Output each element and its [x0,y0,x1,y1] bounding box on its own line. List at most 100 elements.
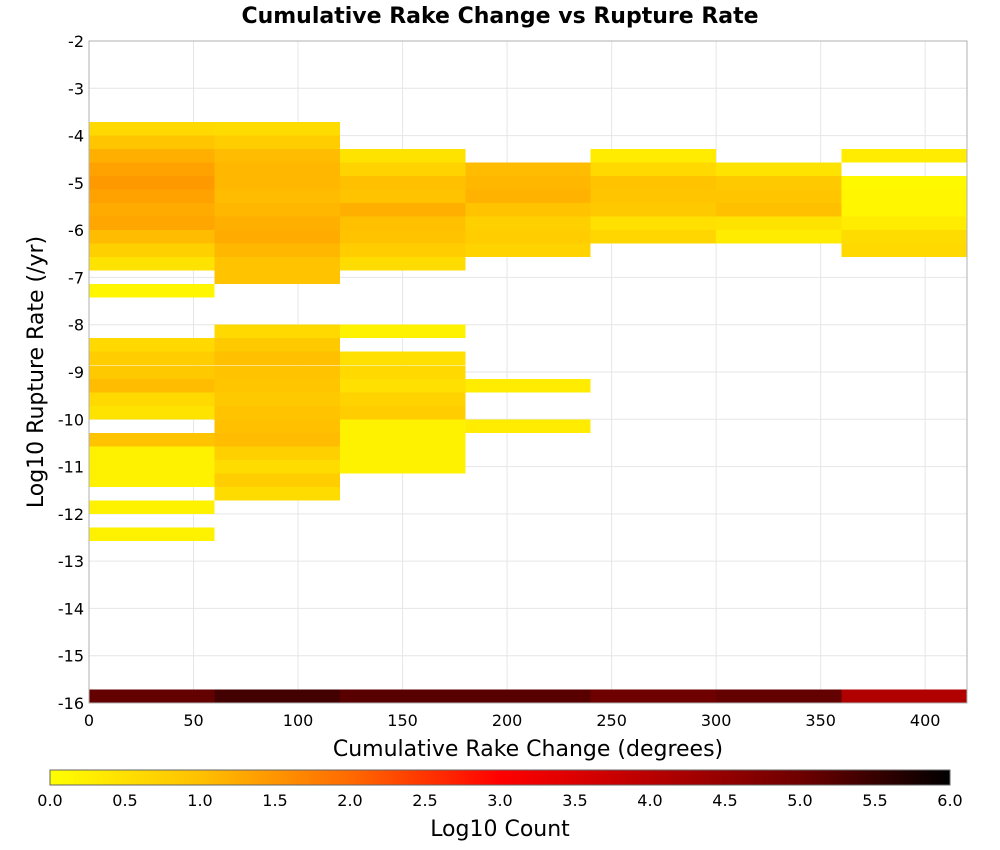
heatmap-cell [89,378,215,393]
y-tick-label: -13 [58,552,84,571]
heatmap-cell [590,189,717,204]
heatmap-cell [214,149,340,163]
heatmap-cell [89,473,215,487]
colorbar-tick-label: 4.0 [637,791,662,810]
heatmap-cell [214,135,340,150]
colorbar-label: Log10 Count [430,817,570,842]
heatmap-cell [89,500,215,514]
y-axis-label: Log10 Rupture Rate (/yr) [24,236,49,508]
heatmap-cell [214,446,340,460]
heatmap-cell [89,338,215,352]
heatmap-cell [339,216,466,231]
heatmap-cell [339,446,466,460]
heatmap-cell [89,446,215,460]
heatmap-cell [465,243,591,258]
plot-area-frame [88,40,968,704]
heatmap-cell [89,176,215,190]
colorbar-tick-label: 1.5 [262,791,287,810]
heatmap-cell [716,216,842,231]
colorbar-tick-label: 5.5 [862,791,887,810]
heatmap-cell [339,189,466,204]
heatmap-cell [339,162,466,177]
heatmap-cell [89,189,215,204]
heatmap-cell [214,243,340,258]
heatmap-cell [590,230,717,244]
heatmap-cell [716,689,842,703]
chart-title: Cumulative Rake Change vs Rupture Rate [241,4,758,29]
x-tick-label: 150 [387,711,418,730]
x-tick-label: 400 [910,711,941,730]
heatmap-cell [465,189,591,204]
heatmap-cell [841,149,967,163]
heatmap-cell [214,270,340,285]
heatmap-cell [214,162,340,177]
x-tick-label: 300 [701,711,732,730]
heatmap-cell [89,203,215,217]
heatmap-cell [89,257,215,271]
heatmap-cell [339,203,466,217]
heatmap-cell [89,459,215,474]
colorbar-tick-label: 6.0 [937,791,962,810]
heatmap-cell [339,392,466,406]
heatmap-cell [465,230,591,244]
heatmap-cell [465,378,591,393]
colorbar-tick-label: 2.5 [412,791,437,810]
y-axis-ticks: -2 -3 -4 -5 -6 -7 -8 -9 -10 -11 -12 -13 -14 -15 -16 [58,32,84,713]
y-tick-label: -6 [68,221,84,240]
y-tick-label: -2 [68,32,84,51]
heatmap-cell [89,351,215,366]
heatmap-cell [214,230,340,244]
heatmap-cell [841,230,967,244]
y-tick-label: -14 [58,599,84,618]
colorbar-tick-label: 2.0 [337,791,362,810]
heatmap-cell [214,122,340,136]
heatmap-cell [465,689,591,703]
heatmap-cell [841,203,967,217]
heatmap-cell [89,135,215,150]
heatmap-cell [214,338,340,352]
heatmap-cell [590,149,717,163]
heatmap-cell [89,149,215,163]
heatmap-cell [214,419,340,433]
heatmap-cell [339,230,466,244]
heatmap-cell [89,689,215,703]
colorbar-tick-label: 3.5 [562,791,587,810]
colorbar-tick-label: 5.0 [787,791,812,810]
heatmap-cell [465,203,591,217]
y-tick-label: -5 [68,174,84,193]
heatmap-cell [214,257,340,271]
x-tick-label: 200 [492,711,523,730]
colorbar-tick-label: 3.0 [487,791,512,810]
heatmap-cell [841,689,967,703]
y-tick-label: -11 [58,458,84,477]
x-axis-ticks: 0 50 100 150 200 250 300 350 400 [84,711,941,730]
heatmap-cell [465,216,591,231]
heatmap-cell [339,176,466,190]
heatmap-cell [590,203,717,217]
heatmap-cell [89,405,215,420]
colorbar-tick-label: 1.0 [187,791,212,810]
heatmap-cell [89,284,215,298]
y-tick-label: -10 [58,410,84,429]
heatmap-cell [339,243,466,258]
heatmap-cell [841,176,967,190]
x-tick-label: 100 [283,711,314,730]
colorbar-tick-label: 4.5 [712,791,737,810]
heatmap-cell [716,162,842,177]
heatmap-cell [214,216,340,231]
heatmap-cell [89,216,215,231]
x-tick-label: 350 [805,711,836,730]
heatmap-cell [339,432,466,447]
heatmap-cell [89,432,215,447]
heatmap-cell [339,257,466,271]
y-tick-label: -9 [68,363,84,382]
heatmap-cell [89,365,215,379]
heatmap-cell [841,243,967,258]
x-tick-label: 250 [596,711,627,730]
y-tick-label: -12 [58,505,84,524]
heatmap-cell [716,230,842,244]
colorbar-tick-label: 0.5 [112,791,137,810]
heatmap-cell [339,405,466,420]
heatmap-cell [89,230,215,244]
